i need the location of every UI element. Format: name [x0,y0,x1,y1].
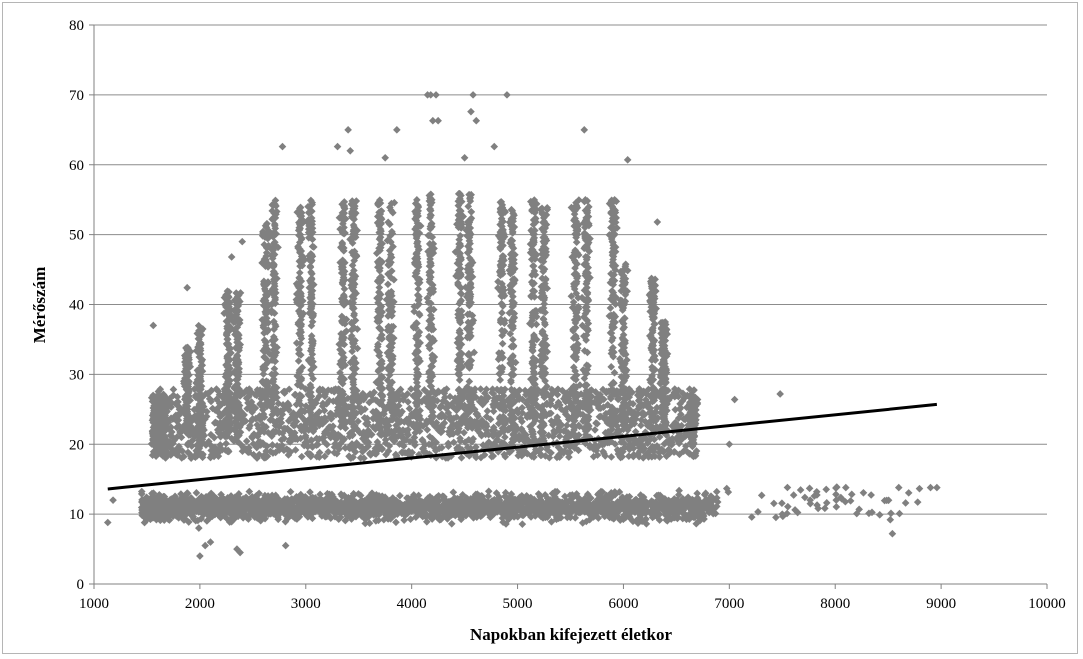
data-point [234,512,242,520]
x-tick-label: 2000 [185,596,215,612]
data-point [547,518,556,526]
axis-ticks: 0 10 20 30 40 50 60 70 80 1000 2000 3000 4000 5000 600… [69,18,1066,612]
data-point [457,515,465,524]
x-tick-label: 8000 [820,596,850,612]
data-point [693,489,702,498]
x-tick-label: 6000 [608,596,638,612]
y-tick-label: 40 [69,298,84,314]
data-point [323,489,332,498]
data-point [392,518,400,527]
data-point [548,489,557,498]
x-tick-label: 7000 [714,596,744,612]
data-point [192,489,201,497]
data-point [457,454,466,462]
x-tick-label: 1000 [79,596,109,612]
data-point [222,439,230,448]
y-tick-label: 70 [69,88,84,104]
data-point [283,514,292,523]
data-point [316,490,324,499]
x-tick-label: 10000 [1028,596,1066,612]
data-point [501,492,509,501]
data-point [502,520,510,528]
data-points [103,91,941,560]
x-tick-label: 5000 [503,596,533,612]
data-point [239,495,247,503]
x-tick-label: 9000 [926,596,956,612]
y-tick-label: 0 [77,577,85,593]
data-point [636,491,645,499]
y-tick-label: 20 [69,437,84,453]
data-point [675,486,683,495]
data-point [669,507,677,516]
data-point [297,452,306,461]
data-point [169,385,178,394]
data-point [361,519,370,528]
data-point [447,520,456,528]
data-point [286,487,295,496]
y-tick-label: 10 [69,507,84,523]
data-point [412,513,420,522]
data-point [478,498,487,506]
data-point [406,515,415,524]
y-tick-label: 60 [69,158,84,174]
data-point [146,515,155,524]
y-tick-label: 50 [69,228,84,244]
data-point [209,491,217,500]
y-tick-label: 80 [69,18,84,34]
y-tick-label: 30 [69,367,84,383]
data-point [268,441,277,450]
x-tick-label: 4000 [397,596,427,612]
x-tick-label: 3000 [291,596,321,612]
data-point [607,453,616,461]
data-point [571,514,580,522]
data-point [484,487,493,496]
data-point [449,488,458,497]
data-point [591,426,599,434]
data-point [518,520,527,528]
data-point [526,493,535,502]
data-point [499,510,507,519]
